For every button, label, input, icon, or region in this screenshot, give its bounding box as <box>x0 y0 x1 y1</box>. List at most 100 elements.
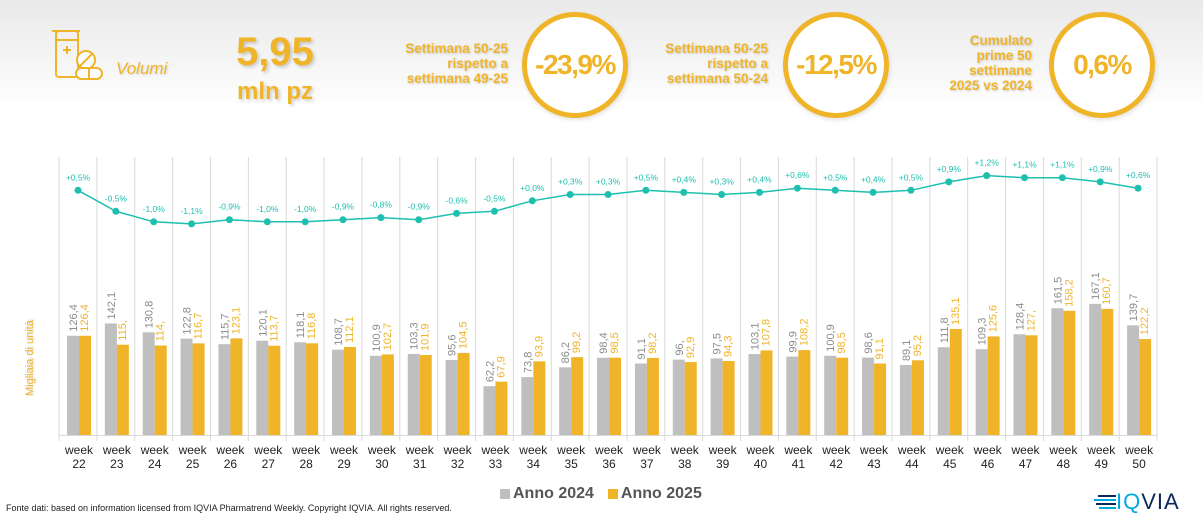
bar-label-2024: 100,9 <box>371 324 383 352</box>
bar-2024 <box>142 332 155 435</box>
bar-label-2024: 142,1 <box>106 292 118 320</box>
x-tick-label: 45 <box>943 457 957 471</box>
line-point <box>490 207 498 215</box>
x-tick-label: 25 <box>186 457 200 471</box>
bar-2024 <box>748 354 761 435</box>
x-axis-ticks: week22week23week24week25week26week27week… <box>64 443 1154 471</box>
bar-label-2024: 97,5 <box>712 333 724 354</box>
bar-2024 <box>1051 308 1064 435</box>
x-tick-label: week <box>973 443 1003 457</box>
bar-label-2024: 111,8 <box>939 317 951 343</box>
bar-2024 <box>824 355 837 435</box>
kpi-cumulative-circle: 0,6% <box>1049 12 1155 118</box>
bar-2024 <box>521 377 534 435</box>
line-point <box>983 172 991 180</box>
kpi-desc-line: settimane <box>968 63 1032 78</box>
bar-2024 <box>899 365 912 435</box>
line-point <box>112 207 120 215</box>
bar-label-2025: 101,9 <box>420 323 432 351</box>
bar-2024 <box>104 323 117 435</box>
bar-2024 <box>1089 303 1102 435</box>
x-tick-label: 44 <box>905 457 919 471</box>
line-point-label: +0,6% <box>1126 170 1151 180</box>
x-tick-label: 50 <box>1132 457 1146 471</box>
bar-label-2024: 120,1 <box>257 309 269 337</box>
bar-2024 <box>1127 325 1140 435</box>
x-tick-label: 42 <box>830 457 844 471</box>
bar-2024 <box>294 342 307 435</box>
line-point-label: +1,1% <box>1012 160 1037 170</box>
bar-2024 <box>1013 334 1026 435</box>
bar-label-2024: 103,3 <box>409 322 421 350</box>
line-point-label: -0,6% <box>445 195 468 205</box>
bar-label-2025: 95,2 <box>912 335 924 356</box>
bar-label-2024: 86,2 <box>560 342 572 363</box>
x-tick-label: week <box>594 443 624 457</box>
line-point-label: +0,9% <box>937 164 962 174</box>
line-point-label: +0,9% <box>1088 164 1113 174</box>
line-point-label: +0,4% <box>747 174 772 184</box>
line-point-label: +0,4% <box>861 174 886 184</box>
line-point-label: +0,4% <box>672 174 697 184</box>
x-tick-label: 28 <box>299 457 313 471</box>
x-tick-label: 46 <box>981 457 995 471</box>
line-point <box>339 216 347 224</box>
line-point <box>74 186 82 194</box>
bar-2024 <box>218 344 231 435</box>
line-point <box>945 178 953 186</box>
bar-label-2024: 99,9 <box>787 331 799 352</box>
bar-2024 <box>862 357 875 435</box>
x-tick-label: 34 <box>527 457 541 471</box>
x-tick-label: 29 <box>337 457 351 471</box>
x-tick-label: week <box>518 443 548 457</box>
line-point-label: +0,3% <box>709 177 734 187</box>
line-point <box>150 218 158 226</box>
line-point-label: -1,0% <box>294 204 317 214</box>
bar-2024 <box>597 357 610 435</box>
line-point <box>377 214 385 222</box>
x-tick-label: 26 <box>224 457 238 471</box>
x-tick-label: week <box>783 443 813 457</box>
bar-2025 <box>836 357 849 435</box>
x-tick-label: 41 <box>792 457 806 471</box>
bar-label-2025: 116,8 <box>306 313 318 340</box>
bar-label-2024: 109,3 <box>977 318 989 346</box>
bar-label-2025: 158,2 <box>1063 279 1075 307</box>
line-point-label: -0,9% <box>332 202 355 212</box>
bar-2024 <box>483 386 496 435</box>
line-point-label: +0,5% <box>823 172 848 182</box>
line-data-labels: +0,5% -0,5% -1,0% -1,1% -0,9% -1,0% -1,0% -0,9%… <box>66 158 1151 216</box>
bar-label-2024: 115,7 <box>219 313 231 340</box>
bar-2025 <box>268 345 281 435</box>
kpi-weekly-change-label: Settimana 50-25 rispetto a settimana 49-… <box>370 41 508 86</box>
bar-label-2025: 93,9 <box>533 336 545 357</box>
x-tick-label: 36 <box>602 457 616 471</box>
bar-label-2025: 99,2 <box>571 332 583 353</box>
category-label: Volumi <box>116 59 168 78</box>
bar-2025 <box>911 360 924 435</box>
bar-label-2025: 94,3 <box>723 336 735 357</box>
bar-label-2025: 107,8 <box>760 319 772 347</box>
x-tick-label: week <box>140 443 170 457</box>
bar-2025 <box>154 345 167 435</box>
line-point-label: +1,1% <box>1050 160 1075 170</box>
kpi-cumulative-label: Cumulato prime 50 settimane 2025 vs 2024 <box>920 33 1032 93</box>
x-tick-label: 31 <box>413 457 427 471</box>
bar-label-2024: 89,1 <box>901 340 913 361</box>
y-axis-label: Migliaia di unità <box>24 320 36 396</box>
line-point <box>755 188 763 196</box>
bar-2024 <box>559 367 572 435</box>
x-tick-label: 22 <box>72 457 86 471</box>
bar-2024 <box>445 359 458 435</box>
legend-swatch-2025 <box>607 489 618 499</box>
bar-2024 <box>634 363 647 435</box>
x-tick-label: week <box>1086 443 1116 457</box>
bar-2024 <box>256 340 269 435</box>
bar-2025 <box>760 350 773 435</box>
x-tick-label: week <box>556 443 586 457</box>
line-point <box>528 197 536 205</box>
line-point <box>415 216 423 224</box>
bar-2025 <box>1139 339 1152 435</box>
line-point <box>793 184 801 192</box>
